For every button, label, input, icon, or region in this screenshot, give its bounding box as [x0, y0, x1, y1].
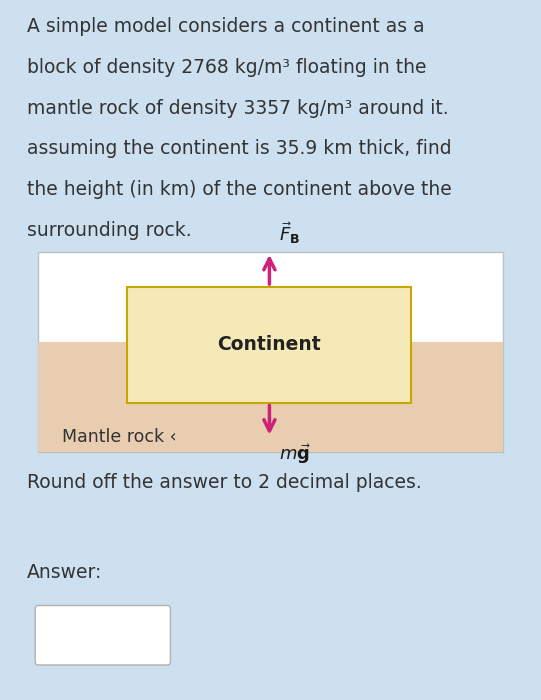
Bar: [38, 252, 503, 452]
Text: block of density 2768 kg/m³ floating in the: block of density 2768 kg/m³ floating in …: [27, 58, 426, 77]
Text: Round off the answer to 2 decimal places.: Round off the answer to 2 decimal places…: [27, 473, 422, 491]
Bar: [127, 287, 411, 402]
Text: A simple model considers a continent as a: A simple model considers a continent as …: [27, 18, 425, 36]
FancyBboxPatch shape: [35, 606, 170, 665]
Bar: [38, 342, 503, 452]
Text: surrounding rock.: surrounding rock.: [27, 220, 192, 239]
Text: assuming the continent is 35.9 km thick, find: assuming the continent is 35.9 km thick,…: [27, 139, 452, 158]
Text: Mantle rock ‹: Mantle rock ‹: [62, 428, 177, 447]
Text: $\vec{F}_{\mathbf{B}}$: $\vec{F}_{\mathbf{B}}$: [279, 220, 300, 246]
Text: Continent: Continent: [217, 335, 321, 354]
Text: Answer:: Answer:: [27, 564, 102, 582]
Text: $m\vec{\mathbf{g}}$: $m\vec{\mathbf{g}}$: [279, 442, 311, 466]
Text: the height (in km) of the continent above the: the height (in km) of the continent abov…: [27, 180, 452, 199]
Text: mantle rock of density 3357 kg/m³ around it.: mantle rock of density 3357 kg/m³ around…: [27, 99, 448, 118]
